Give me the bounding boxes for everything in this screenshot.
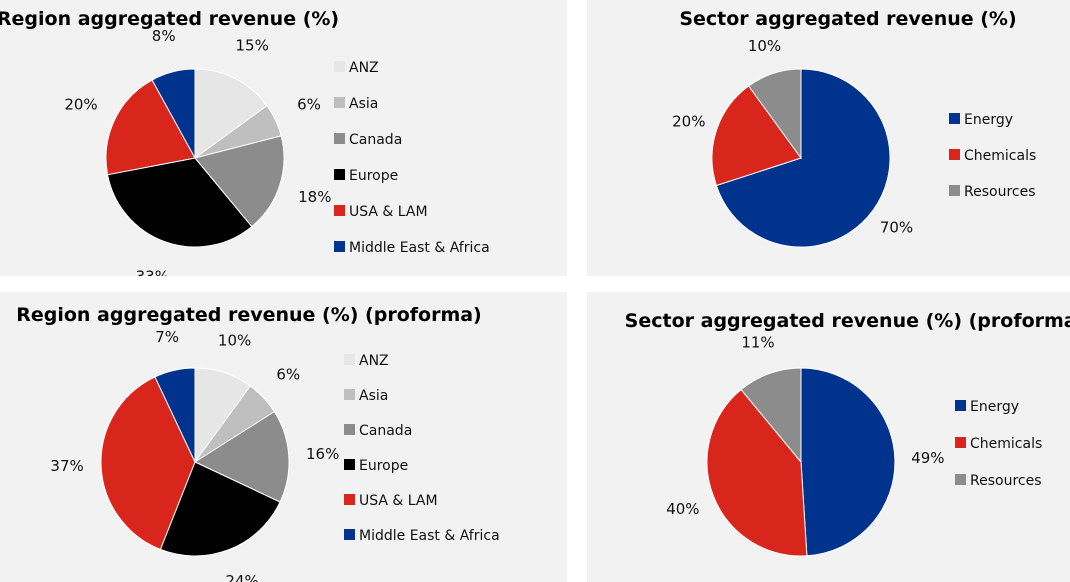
legend-swatch-canada [344,424,355,435]
pie-slice-energy [800,367,896,557]
legend-swatch-asia [344,389,355,400]
legend-label-energy: Energy [964,112,1013,128]
data-label-usa-and-lam: 20% [64,95,97,113]
legend-swatch-anz [334,61,345,72]
legend-swatch-chemicals [949,149,960,160]
legend-swatch-anz [344,354,355,365]
legend-swatch-middle-east-and-africa [344,529,355,540]
data-label-energy: 49% [911,449,944,467]
legend-label-anz: ANZ [359,353,389,369]
legend-swatch-energy [955,400,966,411]
legend-swatch-canada [334,133,345,144]
legend-swatch-energy [949,113,960,124]
data-label-anz: 15% [236,37,269,55]
data-label-canada: 16% [306,445,339,463]
chart-title: Sector aggregated revenue (%) (proforma) [625,310,1070,332]
chart-title: Region aggregated revenue (%) [0,8,339,30]
legend-swatch-usa-and-lam [334,205,345,216]
legend-swatch-europe [344,459,355,470]
legend-label-middle-east-and-africa: Middle East & Africa [349,240,490,256]
sector-revenue-panel: Sector aggregated revenue (%) 70% 20% 10% En… [587,0,1070,276]
legend-swatch-asia [334,97,345,108]
legend-label-chemicals: Chemicals [970,436,1042,452]
pie-slice-chemicals [711,85,802,187]
data-label-canada: 18% [298,188,331,206]
legend-label-usa-and-lam: USA & LAM [349,204,428,220]
legend-swatch-resources [949,185,960,196]
region-revenue-proforma-panel: Region aggregated revenue (%) (proforma)… [0,292,567,582]
chart-title: Sector aggregated revenue (%) [679,8,1016,30]
pie-slice-europe [106,157,253,248]
data-label-resources: 10% [748,37,781,55]
region-revenue-panel: Region aggregated revenue (%) 15% 6% 18% 33%… [0,0,567,276]
pie-slice-europe [159,461,281,557]
pie-slice-middle-east-and-africa [151,68,196,159]
legend-label-asia: Asia [349,96,378,112]
legend-label-europe: Europe [359,458,408,474]
data-label-resources: 11% [741,334,774,352]
data-label-chemicals: 40% [666,500,699,518]
legend-label-resources: Resources [964,184,1036,200]
legend-label-asia: Asia [359,388,388,404]
legend-swatch-resources [955,474,966,485]
pie-slice-anz [194,68,268,159]
data-label-energy: 70% [880,218,913,236]
legend-label-usa-and-lam: USA & LAM [359,493,438,509]
sector-revenue-proforma-panel: Sector aggregated revenue (%) (proforma)… [587,292,1070,582]
legend-label-canada: Canada [349,132,402,148]
pie-slice-middle-east-and-africa [154,367,196,463]
legend-swatch-usa-and-lam [344,494,355,505]
pie-slice-canada [194,135,285,228]
legend-swatch-europe [334,169,345,180]
pie-slice-resources [747,68,802,160]
data-label-chemicals: 20% [672,113,705,131]
data-label-middle-east-and-africa: 7% [155,328,179,346]
pie-slice-energy [715,68,891,248]
pie-slice-chemicals [706,388,808,557]
chart-title: Region aggregated revenue (%) (proforma) [16,304,482,326]
data-label-middle-east-and-africa: 8% [152,27,176,45]
pie-slice-resources [740,367,802,464]
pie-slice-usa-and-lam [105,79,196,176]
data-label-asia: 6% [276,365,300,383]
pie-slice-usa-and-lam [100,376,196,551]
data-label-europe: 33% [136,268,169,276]
legend-label-energy: Energy [970,399,1019,415]
data-label-asia: 6% [297,95,321,113]
legend-swatch-middle-east-and-africa [334,241,345,252]
legend-label-anz: ANZ [349,60,379,76]
data-label-europe: 24% [225,572,258,582]
legend-swatch-chemicals [955,437,966,448]
data-label-anz: 10% [218,331,251,349]
legend-label-chemicals: Chemicals [964,148,1036,164]
legend-label-europe: Europe [349,168,398,184]
data-label-usa-and-lam: 37% [50,457,83,475]
pie-slice-canada [193,410,290,503]
legend-label-resources: Resources [970,473,1042,489]
legend-label-canada: Canada [359,423,412,439]
legend-label-middle-east-and-africa: Middle East & Africa [359,528,500,544]
